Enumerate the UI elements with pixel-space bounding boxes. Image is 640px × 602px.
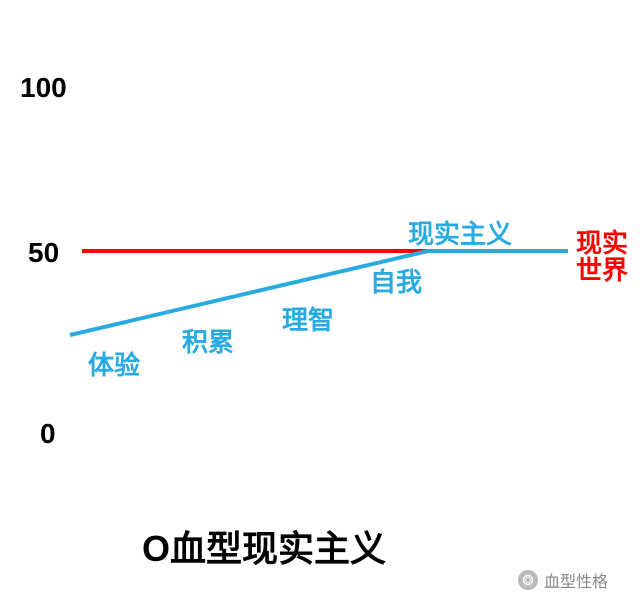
watermark: ❂ 血型性格 (518, 568, 608, 592)
chart-title: O血型现实主义 (142, 520, 386, 572)
watermark-text: 血型性格 (544, 568, 608, 592)
label-xianshi-shijie: 现实世界 (576, 230, 628, 285)
wechat-icon: ❂ (518, 570, 538, 590)
label-ziwo: 自我 (370, 262, 422, 299)
label-tiyan: 体验 (88, 345, 140, 382)
label-xianshizhuyi: 现实主义 (408, 214, 512, 251)
chart-stage: 100 50 0 体验 积累 理智 自我 现实主义 现实世界 O血型现实主义 ❂… (0, 0, 640, 602)
label-lizhi: 理智 (282, 300, 334, 337)
label-jilei: 积累 (182, 322, 234, 359)
